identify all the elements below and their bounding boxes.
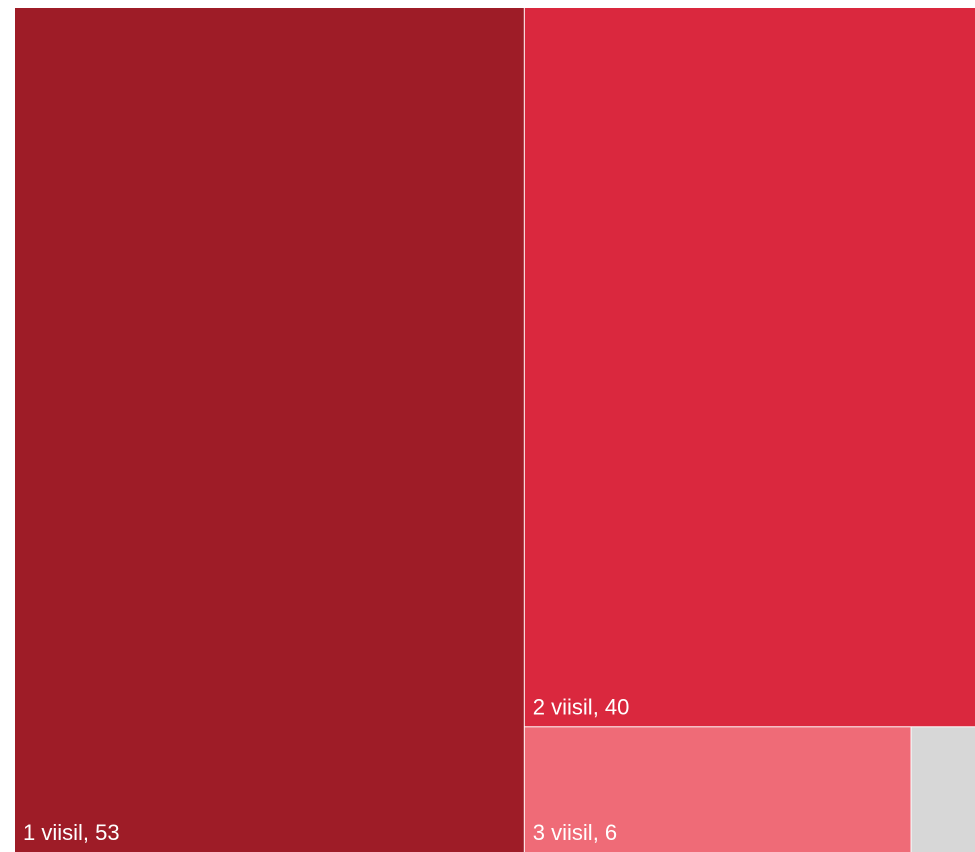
tile-1viisil[interactable]: 1 viisil, 53 <box>15 8 524 852</box>
tile-3viisil[interactable]: 3 viisil, 6 <box>524 727 911 852</box>
tile-label-2viisil: 2 viisil, 40 <box>533 694 630 719</box>
tile-label-1viisil: 1 viisil, 53 <box>23 820 120 845</box>
tile-rect-other[interactable] <box>911 727 975 852</box>
tile-rect-3viisil[interactable] <box>524 727 911 852</box>
tile-other[interactable] <box>911 727 975 852</box>
tile-2viisil[interactable]: 2 viisil, 40 <box>524 8 975 727</box>
tile-rect-1viisil[interactable] <box>15 8 524 852</box>
tile-label-3viisil: 3 viisil, 6 <box>533 820 617 845</box>
tile-rect-2viisil[interactable] <box>524 8 975 727</box>
